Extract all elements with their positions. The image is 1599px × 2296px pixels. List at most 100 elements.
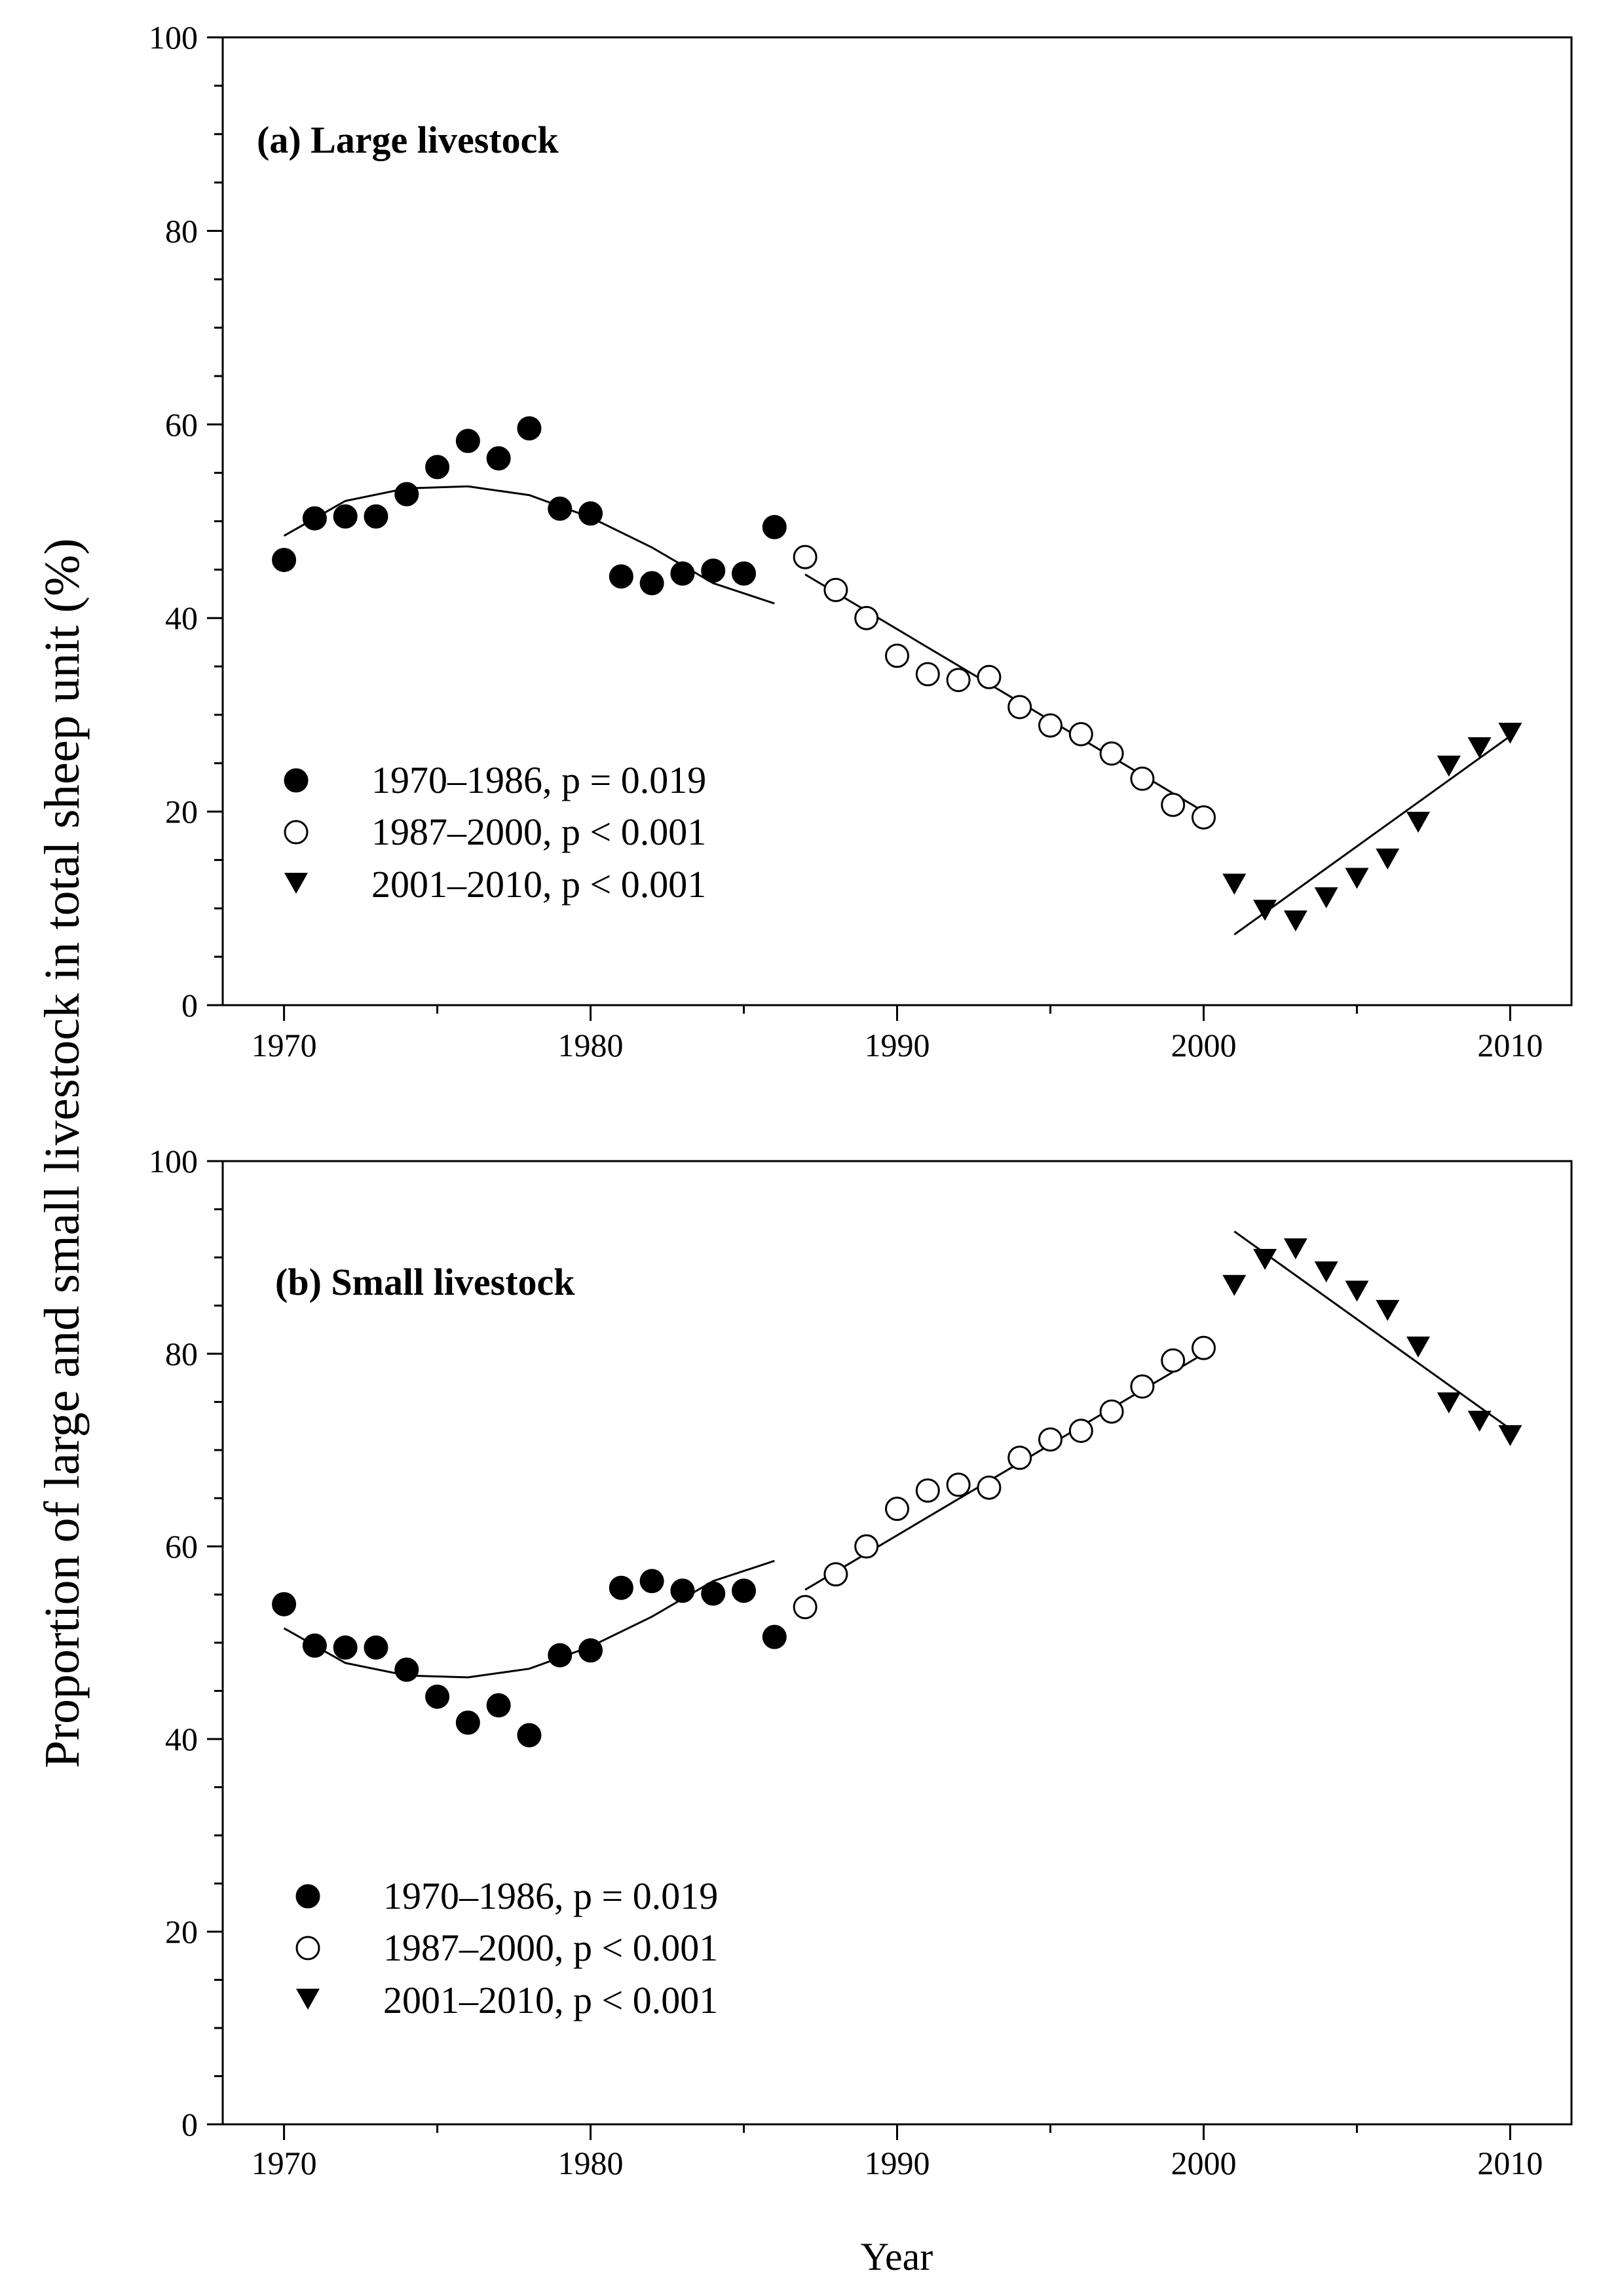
point-1970-1986 — [333, 1635, 358, 1660]
point-1987-2000 — [823, 1562, 848, 1587]
point-1987-2000 — [1099, 741, 1124, 766]
point-1987-2000 — [946, 1472, 971, 1497]
point-1970-1986 — [548, 1643, 573, 1668]
point-2001-2010 — [1498, 723, 1522, 744]
point-1970-1986 — [517, 416, 542, 441]
point-2001-2010 — [1283, 910, 1307, 932]
fit-line-2001-2010 — [1233, 735, 1511, 936]
point-1970-1986 — [548, 496, 573, 521]
legend-marker-filled-circle — [295, 1884, 320, 1909]
point-2001-2010 — [1498, 1425, 1522, 1447]
point-1970-1986 — [670, 1578, 695, 1603]
x-tick-label: 1990 — [865, 1027, 930, 1063]
legend-marker-open-circle — [284, 820, 309, 845]
legend-label-2001-2010: 2001–2010, p < 0.001 — [371, 863, 706, 906]
point-1987-2000 — [1191, 805, 1216, 830]
legend-label-1987-2000: 1987–2000, p < 0.001 — [371, 811, 706, 853]
point-2001-2010 — [1345, 1280, 1369, 1302]
point-1987-2000 — [854, 605, 879, 630]
y-tick-label: 60 — [165, 1528, 198, 1565]
point-2001-2010 — [1437, 1392, 1461, 1414]
point-2001-2010 — [1222, 1274, 1247, 1296]
legend-marker-triangle-down — [296, 1989, 320, 2010]
point-1987-2000 — [1130, 1374, 1155, 1399]
point-1970-1986 — [670, 561, 695, 586]
legend-label-1970-1986: 1970–1986, p = 0.019 — [383, 1875, 718, 1917]
point-1987-2000 — [1191, 1335, 1216, 1360]
point-2001-2010 — [1437, 756, 1461, 777]
point-2001-2010 — [1467, 1410, 1492, 1432]
y-tick-label: 20 — [165, 1913, 198, 1950]
x-tick-label: 1980 — [558, 1027, 624, 1063]
point-2001-2010 — [1467, 737, 1492, 759]
point-1970-1986 — [609, 1575, 633, 1600]
point-1987-2000 — [1130, 766, 1155, 791]
point-1970-1986 — [762, 1624, 787, 1649]
point-2001-2010 — [1253, 900, 1277, 921]
y-tick-label: 40 — [165, 600, 198, 636]
fit-line-1970-1986 — [283, 1559, 775, 1679]
point-1970-1986 — [302, 1633, 327, 1658]
point-1970-1986 — [732, 1578, 757, 1603]
point-1970-1986 — [272, 548, 297, 573]
legend-marker-open-circle — [295, 1936, 320, 1961]
point-2001-2010 — [1406, 1336, 1431, 1358]
point-1970-1986 — [272, 1592, 297, 1617]
point-1987-2000 — [1099, 1399, 1124, 1424]
point-2001-2010 — [1345, 868, 1369, 889]
point-1987-2000 — [885, 643, 909, 668]
point-1987-2000 — [1038, 713, 1063, 738]
fit-line-1970-1986 — [283, 485, 775, 605]
y-tick-label: 0 — [181, 2106, 198, 2143]
point-1970-1986 — [762, 514, 787, 539]
point-2001-2010 — [1406, 811, 1431, 833]
point-1970-1986 — [364, 504, 388, 529]
legend: 1970–1986, p = 0.019 1987–2000, p < 0.00… — [295, 1875, 718, 2021]
axis-ticks: 0 20 40 60 80 100 1970 1980 1990 2000 2010 — [149, 1143, 1543, 2181]
legend-label-1987-2000: 1987–2000, p < 0.001 — [383, 1926, 718, 1969]
point-1970-1986 — [302, 506, 327, 531]
point-1987-2000 — [793, 1595, 818, 1620]
point-1987-2000 — [885, 1497, 909, 1521]
y-tick-label: 40 — [165, 1721, 198, 1757]
x-tick-label: 2000 — [1171, 1027, 1236, 1063]
y-tick-label: 20 — [165, 794, 198, 830]
y-tick-label: 60 — [165, 406, 198, 443]
point-1987-2000 — [854, 1534, 879, 1559]
plot-frame — [221, 36, 1573, 1006]
point-1987-2000 — [793, 545, 818, 569]
point-1970-1986 — [639, 1569, 664, 1594]
point-1970-1986 — [394, 1657, 419, 1682]
point-1987-2000 — [823, 577, 848, 602]
point-1987-2000 — [1161, 792, 1186, 817]
panel-large-livestock: 0 20 40 60 80 100 1970 1980 1990 2000 2010 (a) Lar… — [149, 19, 1573, 1063]
point-2001-2010 — [1314, 887, 1338, 909]
point-2001-2010 — [1376, 1299, 1400, 1321]
y-tick-label: 80 — [165, 1335, 198, 1372]
point-1970-1986 — [517, 1723, 542, 1748]
point-2001-2010 — [1222, 873, 1247, 895]
point-1970-1986 — [364, 1635, 388, 1660]
point-1970-1986 — [486, 1693, 511, 1718]
y-tick-label: 0 — [181, 987, 198, 1024]
x-tick-label: 1990 — [865, 2145, 930, 2181]
x-tick-label: 2010 — [1477, 2145, 1543, 2181]
y-axis-label: Proportion of large and small livestock … — [35, 538, 90, 1768]
y-tick-label: 80 — [165, 212, 198, 249]
point-1970-1986 — [455, 1710, 480, 1735]
point-1970-1986 — [701, 558, 726, 583]
point-1970-1986 — [578, 501, 603, 526]
point-2001-2010 — [1314, 1261, 1338, 1283]
point-1987-2000 — [1007, 695, 1032, 719]
point-1970-1986 — [609, 564, 633, 589]
point-1987-2000 — [977, 664, 1002, 689]
point-1970-1986 — [701, 1581, 726, 1606]
point-1987-2000 — [946, 668, 971, 693]
axis-ticks: 0 20 40 60 80 100 1970 1980 1990 2000 2010 — [149, 19, 1543, 1063]
point-1970-1986 — [486, 446, 511, 470]
y-tick-label: 100 — [149, 1143, 198, 1179]
panel-title: (a) Large livestock — [257, 119, 559, 161]
point-1970-1986 — [732, 561, 757, 586]
point-1987-2000 — [915, 1478, 940, 1503]
